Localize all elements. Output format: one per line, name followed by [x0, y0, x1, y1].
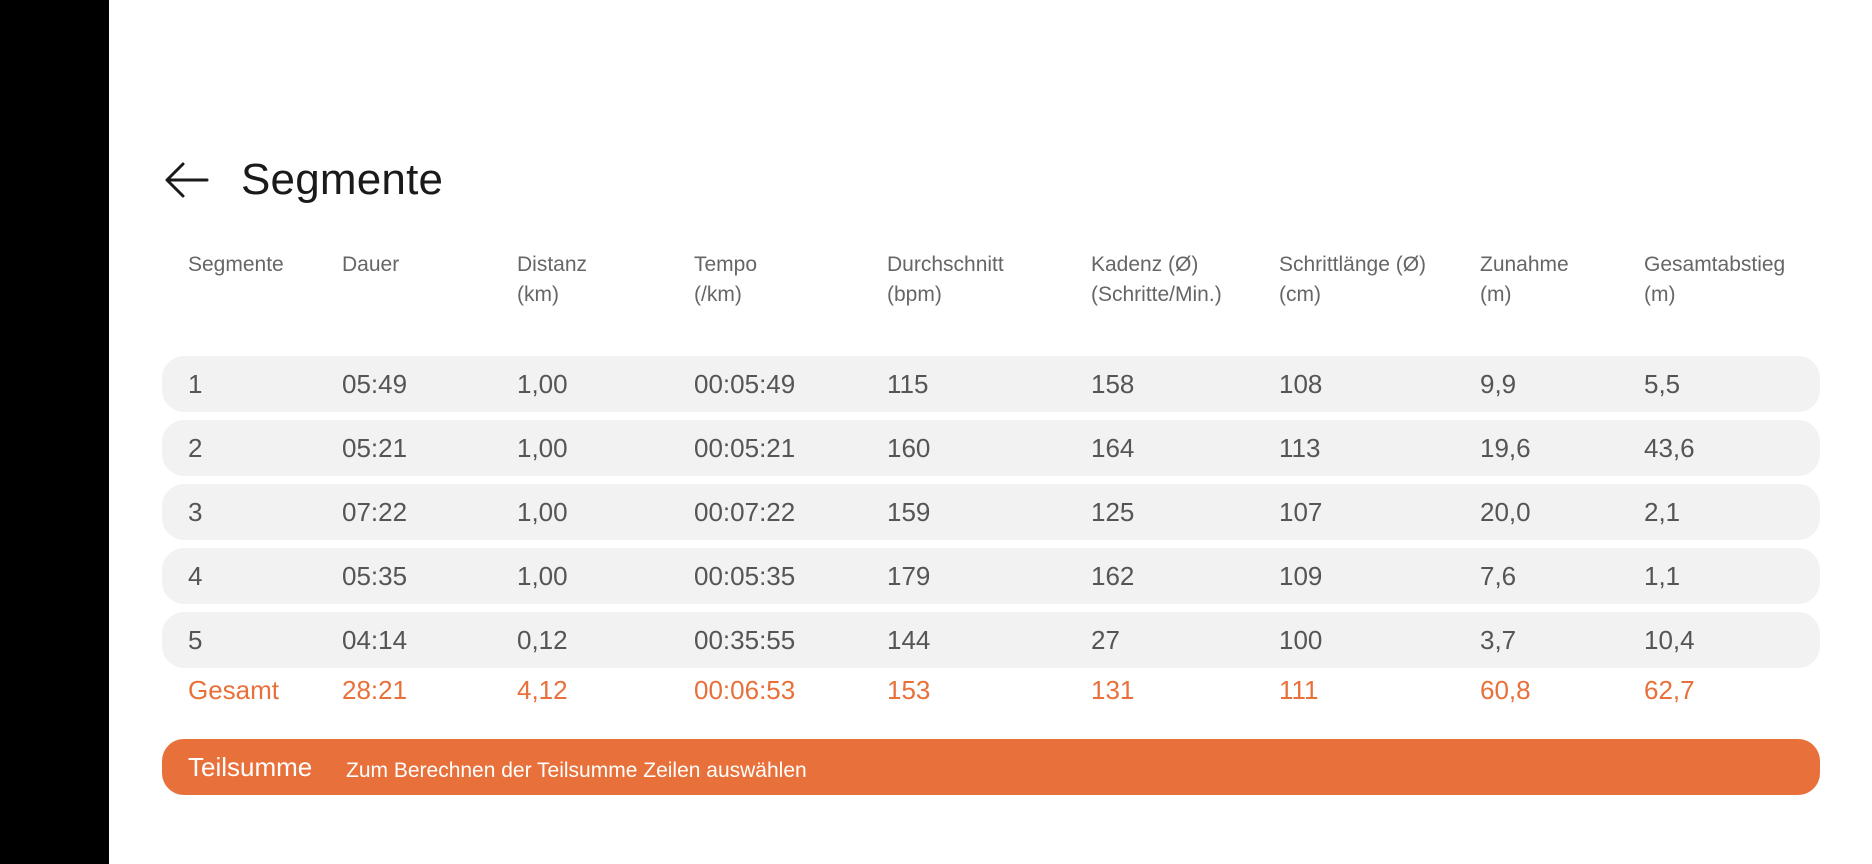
cell-schrittlaenge: 108 [1279, 369, 1323, 399]
total-dauer: 28:21 [342, 675, 408, 705]
total-distanz: 4,12 [517, 675, 568, 705]
cell-tempo: 00:35:55 [694, 625, 796, 655]
column-header-segmente: Segmente [188, 253, 284, 276]
cell-durchschnitt: 160 [887, 433, 931, 463]
cell-segment: 4 [188, 561, 203, 591]
cell-gesamtabstieg: 2,1 [1644, 497, 1681, 527]
cell-distanz: 1,00 [517, 433, 568, 463]
column-header-tempo: Tempo (/km) [694, 253, 758, 306]
cell-durchschnitt: 179 [887, 561, 931, 591]
cell-dauer: 05:35 [342, 561, 408, 591]
cell-tempo: 00:05:35 [694, 561, 796, 591]
column-header-durchschnitt: Durchschnitt (bpm) [887, 253, 1004, 306]
cell-tempo: 00:05:49 [694, 369, 796, 399]
cell-tempo: 00:07:22 [694, 497, 796, 527]
table-body: 1 05:49 1,00 00:05:49 115 158 108 9,9 5,… [162, 356, 1820, 676]
cell-schrittlaenge: 113 [1279, 433, 1321, 463]
cell-durchschnitt: 159 [887, 497, 931, 527]
cell-gesamtabstieg: 10,4 [1644, 625, 1695, 655]
column-header-kadenz: Kadenz (Ø) (Schritte/Min.) [1091, 253, 1222, 306]
subtotal-hint: Zum Berechnen der Teilsumme Zeilen auswä… [346, 759, 807, 782]
cell-distanz: 1,00 [517, 497, 568, 527]
cell-kadenz: 162 [1091, 561, 1135, 591]
cell-zunahme: 20,0 [1480, 497, 1531, 527]
total-tempo: 00:06:53 [694, 675, 796, 705]
table-row[interactable]: 2 05:21 1,00 00:05:21 160 164 113 19,6 4… [162, 420, 1820, 476]
cell-zunahme: 19,6 [1480, 433, 1531, 463]
subtotal-label: Teilsumme [188, 752, 313, 782]
table-row[interactable]: 4 05:35 1,00 00:05:35 179 162 109 7,6 1,… [162, 548, 1820, 604]
cell-kadenz: 125 [1091, 497, 1135, 527]
cell-gesamtabstieg: 5,5 [1644, 369, 1681, 399]
cell-zunahme: 7,6 [1480, 561, 1517, 591]
cell-zunahme: 9,9 [1480, 369, 1517, 399]
table-row[interactable]: 5 04:14 0,12 00:35:55 144 27 100 3,7 10,… [162, 612, 1820, 668]
cell-schrittlaenge: 100 [1279, 625, 1323, 655]
column-header-zunahme: Zunahme (m) [1480, 253, 1569, 306]
column-header-gesamtabstieg: Gesamtabstieg (m) [1644, 253, 1786, 306]
cell-durchschnitt: 115 [887, 369, 929, 399]
total-gesamtabstieg: 62,7 [1644, 675, 1695, 705]
table-row[interactable]: 3 07:22 1,00 00:07:22 159 125 107 20,0 2… [162, 484, 1820, 540]
page-header: Segmente [163, 150, 443, 210]
column-header-distanz: Distanz (km) [517, 253, 588, 306]
cell-schrittlaenge: 107 [1279, 497, 1323, 527]
cell-schrittlaenge: 109 [1279, 561, 1323, 591]
cell-kadenz: 164 [1091, 433, 1135, 463]
cell-gesamtabstieg: 1,1 [1644, 561, 1681, 591]
cell-segment: 2 [188, 433, 203, 463]
cell-segment: 5 [188, 625, 203, 655]
table-row[interactable]: 1 05:49 1,00 00:05:49 115 158 108 9,9 5,… [162, 356, 1820, 412]
cell-distanz: 1,00 [517, 369, 568, 399]
segments-table: Segmente Dauer Distanz (km) Tempo (/km) Du… [162, 250, 1820, 795]
cell-dauer: 05:21 [342, 433, 408, 463]
column-header-schrittlaenge: Schrittlänge (Ø) (cm) [1279, 253, 1427, 306]
cell-dauer: 07:22 [342, 497, 408, 527]
page-title: Segmente [241, 155, 444, 204]
cell-kadenz: 27 [1091, 625, 1120, 655]
total-row: Gesamt 28:21 4,12 00:06:53 153 131 111 6… [162, 670, 1820, 710]
left-black-bar [0, 0, 109, 864]
cell-distanz: 0,12 [517, 625, 568, 655]
total-zunahme: 60,8 [1480, 675, 1531, 705]
cell-tempo: 00:05:21 [694, 433, 796, 463]
cell-segment: 1 [188, 369, 203, 399]
back-button[interactable] [163, 156, 211, 204]
total-schrittlaenge: 111 [1279, 675, 1319, 705]
cell-kadenz: 158 [1091, 369, 1135, 399]
total-label: Gesamt [188, 675, 280, 705]
arrow-left-icon [165, 162, 209, 198]
cell-segment: 3 [188, 497, 203, 527]
cell-dauer: 04:14 [342, 625, 408, 655]
column-header-dauer: Dauer [342, 253, 400, 276]
subtotal-bar[interactable]: Teilsumme Zum Berechnen der Teilsumme Ze… [162, 739, 1820, 795]
cell-zunahme: 3,7 [1480, 625, 1517, 655]
total-durchschnitt: 153 [887, 675, 931, 705]
cell-dauer: 05:49 [342, 369, 408, 399]
cell-gesamtabstieg: 43,6 [1644, 433, 1695, 463]
cell-distanz: 1,00 [517, 561, 568, 591]
table-header: Segmente Dauer Distanz (km) Tempo (/km) Du… [162, 250, 1820, 314]
cell-durchschnitt: 144 [887, 625, 931, 655]
total-kadenz: 131 [1091, 675, 1135, 705]
